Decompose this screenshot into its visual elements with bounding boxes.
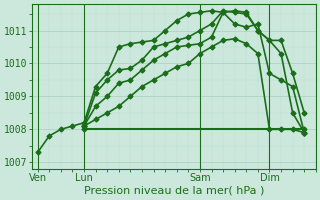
X-axis label: Pression niveau de la mer( hPa ): Pression niveau de la mer( hPa ) <box>84 186 264 196</box>
